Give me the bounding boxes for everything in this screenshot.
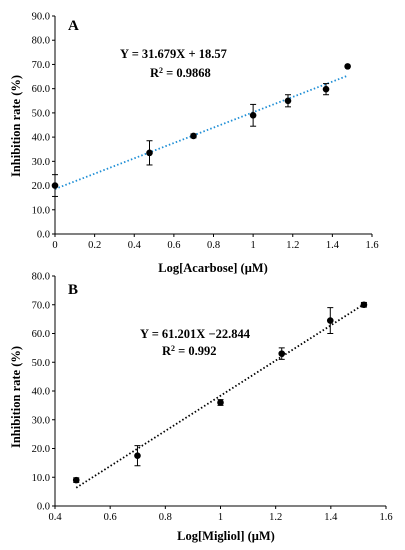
panel-b-r2-label: R — [162, 344, 172, 358]
panel-a-data-point — [146, 149, 153, 157]
panel-a-x-axis-label: Log[Acarbose] (μM) — [158, 261, 268, 275]
panel-a-r2: R2 = 0.9868 — [150, 66, 211, 81]
panel-a-data-point — [51, 182, 59, 189]
panel-b-y-tick-label: 0.0 — [37, 502, 50, 513]
panel-a-x-tick-label: 0.8 — [207, 240, 220, 251]
panel-a-r2-value: = 0.9868 — [163, 66, 211, 80]
panel-a-y-tick-label: 20.0 — [32, 181, 50, 192]
panel-b-x-tick-label: 0.4 — [48, 512, 62, 523]
panel-a-y-tick-label: 70.0 — [32, 60, 50, 71]
panel-b-y-tick-label: 20.0 — [32, 444, 50, 455]
panel-a-y-tick-label: 10.0 — [32, 205, 50, 216]
panel-b-y-tick-label: 70.0 — [32, 300, 50, 311]
panel-a-y-tick-label: 30.0 — [32, 157, 50, 168]
panel-b-x-tick-label: 1.2 — [269, 512, 282, 523]
panel-b-y-tick-label: 40.0 — [32, 387, 50, 398]
panel-a-data-point — [249, 112, 257, 119]
panel-b-label: B — [68, 282, 78, 298]
panel-a-x-tick-label: 0 — [52, 240, 57, 251]
panel-b-y-tick-label: 50.0 — [32, 358, 50, 369]
panel-a-x-tick-label: 0.6 — [167, 240, 180, 251]
panel-a-equation: Y = 31.679X + 18.57 — [120, 47, 227, 61]
panel-a-data-point — [190, 132, 197, 140]
panel-a-y-tick-label: 60.0 — [32, 84, 50, 95]
panel-a-y-axis-label: Inhibition rate (%) — [9, 75, 23, 177]
panel-b-y-tick-label: 80.0 — [32, 272, 50, 283]
panel-a-y-tick-label: 40.0 — [32, 133, 50, 144]
panel-b-y-tick-label: 10.0 — [32, 473, 50, 484]
panel-a-x-tick-label: 1.6 — [365, 240, 378, 251]
panel-b-r2: R2 = 0.992 — [162, 344, 217, 359]
panel-b-x-tick-label: 1.4 — [324, 512, 338, 523]
panel-b: B Y = 61.201X −22.844 R2 = 0.992 Log[Mig… — [9, 272, 393, 544]
panel-b-trendline — [75, 303, 365, 489]
panel-b-plot-area: 0.0 10.0 20.0 30.0 40.0 50.0 60.0 70.0 80.0 0.4 0.… — [32, 272, 393, 524]
panel-a-y-tick-label: 50.0 — [32, 108, 50, 119]
panel-a-x-tick-label: 1.4 — [326, 240, 340, 251]
panel-a-label: A — [68, 18, 79, 34]
panel-a: A Y = 31.679X + 18.57 R2 = 0.9868 Log[Ac… — [9, 12, 379, 276]
panel-a-data-point — [322, 85, 330, 93]
panel-a-r2-label: R — [150, 66, 160, 80]
panel-b-r2-value: = 0.992 — [175, 344, 217, 358]
panel-a-y-tick-label: 0.0 — [37, 230, 50, 241]
panel-b-data-point — [326, 317, 334, 324]
panel-b-x-axis-label: Log[Migliol] (μM) — [177, 529, 275, 543]
panel-b-x-tick-label: 1 — [218, 512, 223, 523]
panel-a-data-point — [284, 97, 292, 105]
panel-a-x-tick-label: 1.2 — [286, 240, 299, 251]
panel-b-data-point — [134, 452, 141, 459]
panel-a-x-tick-label: 0.2 — [88, 240, 101, 251]
panel-b-x-tick-label: 0.8 — [159, 512, 172, 523]
panel-a-r2-superscript: 2 — [159, 66, 163, 75]
panel-a-y-tick-label: 90.0 — [32, 12, 50, 23]
panel-b-data-point — [360, 301, 368, 309]
panel-b-y-tick-label: 60.0 — [32, 329, 50, 340]
panel-b-y-tick-label: 30.0 — [32, 415, 50, 426]
panel-a-plot-area: 0.0 10.0 20.0 30.0 40.0 50.0 60.0 70.0 80.0 90.0 0… — [32, 12, 379, 252]
panel-b-data-point — [72, 476, 80, 484]
panel-a-x-tick-label: 1 — [251, 240, 256, 251]
panel-b-data-point — [217, 399, 224, 406]
panel-b-x-tick-label: 0.6 — [104, 512, 117, 523]
panel-b-y-axis-label: Inhibition rate (%) — [9, 346, 23, 448]
panel-a-trendline — [54, 74, 349, 190]
panel-b-data-point — [278, 350, 286, 357]
panel-a-x-tick-label: 0.4 — [128, 240, 142, 251]
panel-a-data-point — [344, 63, 351, 70]
panel-b-r2-superscript: 2 — [171, 344, 175, 353]
panel-b-equation: Y = 61.201X −22.844 — [140, 327, 251, 341]
panel-b-x-tick-label: 1.6 — [379, 512, 392, 523]
panel-a-y-tick-label: 80.0 — [32, 36, 50, 47]
